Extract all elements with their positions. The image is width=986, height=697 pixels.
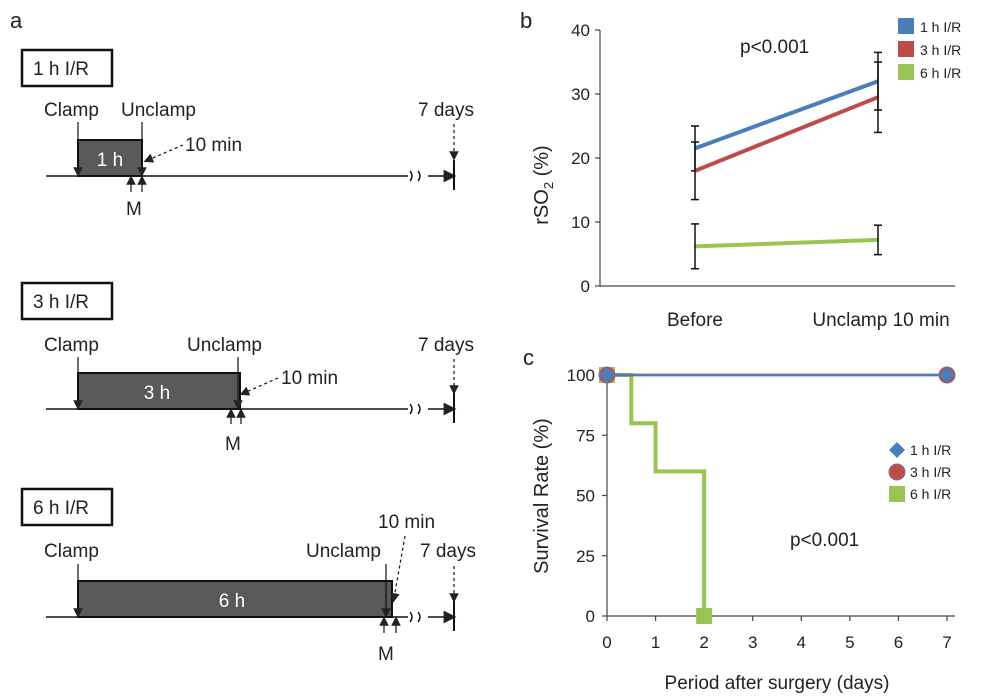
legend-marker xyxy=(889,442,905,458)
legend-swatch xyxy=(898,64,914,80)
duration-label: 1 h xyxy=(97,150,123,171)
m-label: M xyxy=(126,199,142,220)
row-title: 6 h I/R xyxy=(33,498,89,519)
series-line xyxy=(694,95,879,173)
panel-label-c: c xyxy=(523,345,534,370)
row-title-box xyxy=(20,48,114,88)
row-title: 3 h I/R xyxy=(33,292,89,313)
y-tick-label: 75 xyxy=(576,426,595,445)
x-tick-label: 3 xyxy=(748,633,757,652)
data-point xyxy=(939,367,955,383)
m-label: M xyxy=(225,434,241,455)
timeline-row-6h: 6 h I/R 10 min Clamp Unclamp 7 days 6 h … xyxy=(20,487,476,665)
panel-label-b: b xyxy=(520,8,532,33)
duration-label: 6 h xyxy=(219,591,245,612)
seven-days-label: 7 days xyxy=(418,335,474,356)
axis-break-icon xyxy=(409,170,421,182)
x-axis-label: Period after surgery (days) xyxy=(665,673,890,694)
x-category-label: Before xyxy=(667,310,723,331)
x-tick-label: 5 xyxy=(845,633,854,652)
clamp-label: Clamp xyxy=(44,100,99,121)
y-axis-label: rSO2 (%) xyxy=(531,145,556,224)
timeline-row-3h: 3 h I/R Clamp Unclamp 7 days 10 min 3 h … xyxy=(20,281,474,455)
legend-marker xyxy=(888,463,906,481)
ten-min-label: 10 min xyxy=(185,135,242,156)
unclamp-label: Unclamp xyxy=(121,100,196,121)
y-tick-label: 40 xyxy=(571,21,590,40)
y-axis-label: Survival Rate (%) xyxy=(531,418,553,574)
row-title-box xyxy=(20,487,114,527)
legend-swatch xyxy=(898,41,914,57)
clamp-label: Clamp xyxy=(44,541,99,562)
axis-break-icon xyxy=(409,403,421,415)
legend-swatch xyxy=(898,18,914,34)
x-tick-label: 7 xyxy=(942,633,951,652)
seven-days-label: 7 days xyxy=(420,541,476,562)
legend-marker xyxy=(889,486,905,502)
y-tick-label: 50 xyxy=(576,487,595,506)
survival-chart: Survival Rate (%) Period after surgery (… xyxy=(531,366,956,694)
m-label: M xyxy=(378,644,394,665)
series-line xyxy=(607,373,707,616)
data-point xyxy=(599,367,615,383)
y-tick-label: 0 xyxy=(581,277,590,296)
ten-min-label: 10 min xyxy=(281,368,338,389)
y-tick-label: 25 xyxy=(576,547,595,566)
x-category-label: Unclamp 10 min xyxy=(812,310,949,331)
clamp-label: Clamp xyxy=(44,335,99,356)
panel-label-a: a xyxy=(10,8,23,33)
rso2-chart: rSO2 (%) p<0.001 0 10 20 30 40 Before Unclamp … xyxy=(531,18,961,331)
legend-label: 1 h I/R xyxy=(910,442,951,458)
row-title-box xyxy=(20,281,114,321)
y-tick-label: 0 xyxy=(586,607,595,626)
series-line xyxy=(694,79,879,151)
duration-label: 3 h xyxy=(144,383,170,404)
p-value-annotation: p<0.001 xyxy=(740,37,809,58)
x-tick-label: 6 xyxy=(894,633,903,652)
legend-label: 3 h I/R xyxy=(910,464,951,480)
row-title: 1 h I/R xyxy=(33,59,89,80)
seven-days-label: 7 days xyxy=(418,100,474,121)
legend-label: 6 h I/R xyxy=(910,486,951,502)
x-tick-label: 1 xyxy=(651,633,660,652)
legend-label: 3 h I/R xyxy=(920,42,961,58)
y-tick-label: 10 xyxy=(571,213,590,232)
ten-min-label: 10 min xyxy=(378,512,435,533)
timeline-row-1h: 1 h I/R Clamp Unclamp 7 days 10 min 1 h … xyxy=(20,48,474,220)
y-tick-label: 20 xyxy=(571,149,590,168)
p-value-annotation: p<0.001 xyxy=(790,530,859,551)
unclamp-label: Unclamp xyxy=(306,541,381,562)
x-tick-label: 4 xyxy=(797,633,806,652)
axis-break-icon xyxy=(409,611,421,623)
legend-label: 6 h I/R xyxy=(920,65,961,81)
ischemia-bar xyxy=(77,372,241,410)
x-tick-label: 2 xyxy=(699,633,708,652)
data-point xyxy=(696,608,713,624)
y-tick-label: 30 xyxy=(571,85,590,104)
x-tick-label: 0 xyxy=(602,633,611,652)
legend-label: 1 h I/R xyxy=(920,19,961,35)
series-line xyxy=(694,237,879,249)
y-tick-label: 100 xyxy=(567,366,595,385)
unclamp-label: Unclamp xyxy=(187,335,262,356)
